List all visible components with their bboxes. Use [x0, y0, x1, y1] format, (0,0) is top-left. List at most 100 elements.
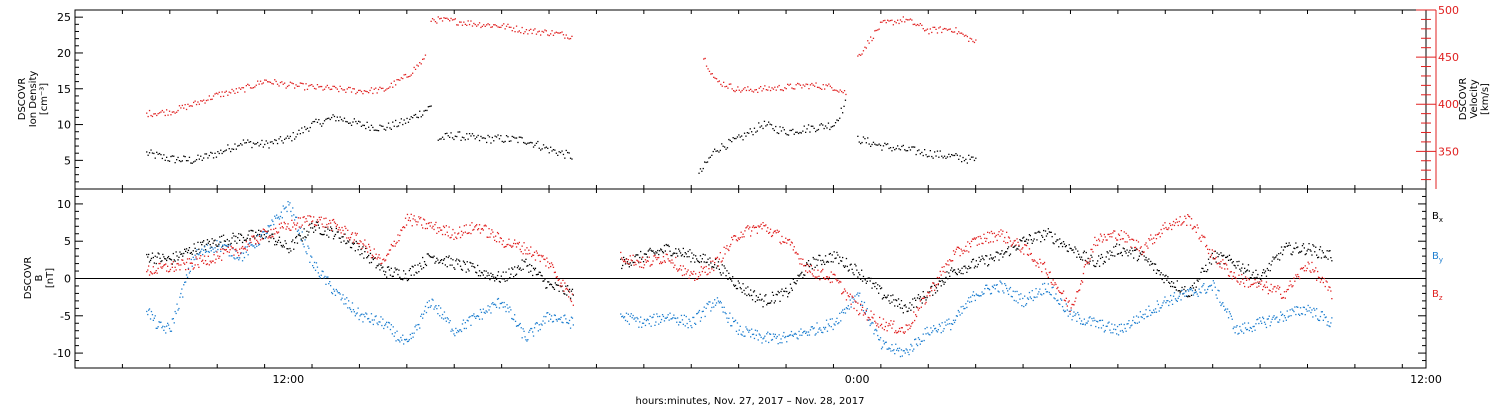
data-point — [1264, 270, 1267, 272]
data-point — [151, 115, 154, 118]
data-point — [1101, 319, 1104, 321]
data-point — [762, 127, 764, 130]
data-point — [483, 225, 485, 227]
data-point — [799, 263, 801, 265]
data-point — [646, 318, 648, 320]
data-point — [538, 271, 540, 273]
data-point — [666, 244, 668, 247]
data-point — [201, 260, 203, 262]
data-point — [857, 135, 859, 137]
data-point — [240, 88, 242, 90]
data-point — [550, 318, 552, 320]
data-point — [564, 37, 566, 39]
data-point — [541, 148, 543, 150]
data-point — [241, 241, 244, 244]
data-point — [1261, 322, 1263, 324]
data-point — [630, 264, 632, 266]
data-point — [804, 85, 806, 87]
data-point — [233, 235, 235, 237]
data-point — [734, 319, 737, 321]
data-point — [760, 223, 762, 225]
data-point — [1058, 290, 1060, 292]
data-point — [305, 236, 307, 239]
data-point — [844, 290, 847, 292]
data-point — [1004, 252, 1006, 254]
data-point — [484, 224, 486, 226]
data-point — [328, 283, 330, 285]
data-point — [902, 16, 904, 18]
data-point — [517, 243, 519, 245]
data-point — [510, 140, 512, 142]
data-point — [509, 244, 511, 246]
data-point — [722, 257, 724, 259]
data-point — [696, 260, 699, 262]
data-point — [909, 149, 912, 151]
data-point — [1316, 279, 1318, 281]
data-point — [1113, 230, 1115, 232]
data-point — [355, 240, 357, 243]
data-point — [632, 254, 634, 256]
data-point — [921, 302, 923, 304]
data-point — [1138, 255, 1140, 257]
data-point — [1304, 253, 1306, 256]
data-point — [996, 251, 998, 253]
data-point — [1133, 239, 1135, 241]
data-point — [881, 149, 883, 151]
data-point — [164, 258, 166, 260]
data-point — [736, 322, 739, 324]
data-point — [721, 264, 723, 266]
data-point — [468, 270, 470, 272]
data-point — [320, 216, 322, 218]
data-point — [857, 55, 859, 57]
data-point — [1120, 323, 1122, 325]
data-point — [338, 237, 340, 239]
data-point — [755, 295, 757, 297]
data-point — [381, 262, 383, 264]
data-point — [726, 317, 728, 319]
data-point — [1250, 277, 1252, 279]
data-point — [216, 245, 218, 247]
data-point — [189, 262, 191, 264]
data-point — [1072, 303, 1074, 306]
data-point — [442, 318, 445, 320]
data-point — [742, 139, 744, 141]
data-point — [367, 318, 369, 320]
data-point — [557, 279, 559, 281]
data-point — [759, 293, 761, 295]
data-point — [732, 317, 734, 319]
data-point — [420, 63, 422, 65]
data-point — [1176, 300, 1178, 302]
data-point — [449, 320, 451, 322]
data-point — [637, 318, 639, 320]
data-point — [467, 320, 469, 322]
data-point — [567, 289, 569, 291]
data-point — [1247, 264, 1250, 266]
data-point — [198, 248, 200, 250]
data-point — [386, 321, 388, 323]
data-point — [1107, 233, 1109, 236]
data-point — [370, 313, 373, 315]
data-point — [934, 328, 936, 330]
data-point — [207, 242, 209, 244]
data-point — [408, 339, 410, 341]
data-point — [524, 142, 526, 144]
data-point — [864, 138, 866, 140]
data-point — [1023, 253, 1025, 255]
data-point — [723, 81, 725, 83]
data-point — [987, 287, 989, 290]
data-point — [1141, 316, 1143, 319]
data-point — [790, 330, 793, 333]
data-point — [862, 50, 865, 52]
data-point — [195, 258, 197, 260]
data-point — [433, 228, 435, 231]
data-point — [280, 222, 282, 224]
data-point — [969, 301, 971, 303]
data-point — [951, 260, 953, 262]
data-point — [539, 328, 541, 331]
data-point — [932, 294, 934, 296]
data-point — [373, 248, 375, 250]
data-point — [156, 151, 158, 153]
data-point — [904, 304, 906, 306]
data-point — [1025, 240, 1027, 242]
data-point — [408, 269, 410, 272]
